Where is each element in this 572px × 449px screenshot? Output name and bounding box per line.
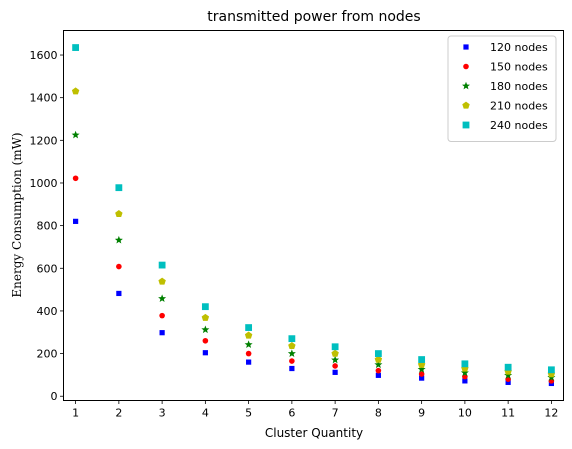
x-tick-label: 9 — [418, 407, 425, 420]
data-point — [417, 365, 426, 373]
data-point — [331, 349, 339, 357]
data-point — [332, 363, 338, 369]
data-point — [504, 363, 512, 371]
data-point — [71, 130, 80, 139]
series-240-nodes — [72, 44, 555, 374]
x-tick-label: 8 — [375, 407, 382, 420]
data-point — [72, 44, 80, 51]
legend: 120 nodes 150 nodes 180 nodes 210 nodes 240 … — [447, 35, 557, 142]
data-point — [462, 378, 468, 384]
legend-marker — [462, 81, 470, 90]
chart-title: transmitted power from nodes — [207, 9, 420, 25]
data-point — [375, 372, 381, 378]
legend-marker — [463, 44, 469, 50]
y-tick-label: 1000 — [30, 177, 58, 190]
x-tick-label: 3 — [159, 407, 166, 420]
data-point — [115, 184, 123, 192]
data-point — [114, 235, 123, 244]
x-tick-label: 1 — [72, 407, 79, 420]
legend-marker — [462, 121, 470, 129]
data-point — [288, 335, 296, 343]
plot-marks — [71, 44, 556, 387]
data-point — [287, 349, 296, 357]
y-tick-label: 1600 — [30, 49, 58, 62]
data-point — [419, 375, 425, 381]
data-point — [461, 360, 469, 368]
legend-marker — [462, 101, 470, 109]
data-point — [73, 218, 79, 224]
data-point — [202, 337, 209, 344]
data-point — [71, 87, 80, 95]
data-point — [245, 324, 253, 331]
x-tick-label: 2 — [115, 407, 122, 420]
x-tick-label: 4 — [202, 407, 209, 420]
data-point — [289, 365, 295, 372]
data-point — [374, 355, 383, 363]
data-point — [375, 367, 382, 374]
series-180-nodes — [71, 130, 556, 381]
y-tick-label: 0 — [51, 390, 58, 403]
x-tick-label: 11 — [501, 407, 515, 420]
data-point — [159, 312, 165, 319]
data-point — [505, 379, 511, 385]
data-point — [418, 356, 426, 363]
data-point — [116, 263, 122, 270]
series-150-nodes — [72, 175, 555, 384]
data-point — [246, 359, 252, 365]
data-point — [504, 371, 513, 379]
data-point — [331, 343, 339, 351]
legend-label: 180 nodes — [490, 80, 548, 93]
plot-frame — [63, 30, 564, 401]
x-tick-label: 5 — [245, 407, 252, 420]
data-point — [244, 331, 253, 339]
data-point — [116, 290, 122, 297]
x-tick-label: 7 — [332, 407, 339, 420]
legend-label: 150 nodes — [490, 61, 548, 74]
data-point — [201, 325, 210, 334]
axis-ticks: 1 2 3 4 5 6 7 8 9 10 11 120200400600800100012001400… — [30, 49, 559, 419]
x-tick-label: 6 — [288, 407, 295, 420]
data-point — [244, 340, 253, 349]
y-tick-label: 1400 — [30, 92, 58, 105]
y-tick-label: 800 — [37, 220, 58, 233]
data-point — [158, 277, 166, 285]
data-point — [72, 175, 79, 182]
data-point — [332, 369, 338, 375]
legend-label: 210 nodes — [490, 100, 548, 113]
legend-label: 120 nodes — [490, 41, 548, 54]
y-axis-label: Energy Consumption (mW) — [10, 132, 24, 297]
legend-box — [447, 35, 557, 142]
data-point — [201, 313, 210, 321]
data-point — [547, 366, 555, 374]
data-point — [115, 210, 123, 218]
y-tick-label: 600 — [37, 262, 58, 275]
data-point — [418, 371, 425, 377]
x-tick-label: 12 — [544, 407, 558, 420]
data-point — [289, 358, 295, 364]
legend-marker — [463, 63, 469, 70]
data-point — [374, 360, 383, 369]
y-tick-label: 400 — [37, 305, 58, 318]
data-point — [158, 261, 166, 269]
x-axis-label: Cluster Quantity — [265, 426, 363, 440]
data-point — [374, 350, 382, 357]
data-point — [245, 350, 252, 357]
data-point — [202, 350, 208, 356]
y-tick-label: 1200 — [30, 134, 58, 147]
data-point — [158, 294, 167, 302]
data-point — [159, 330, 165, 336]
legend-label: 240 nodes — [490, 119, 548, 132]
y-tick-label: 200 — [37, 348, 58, 361]
data-point — [288, 342, 296, 350]
data-point — [201, 303, 209, 311]
data-point — [331, 355, 340, 364]
x-tick-label: 10 — [458, 407, 472, 420]
data-point — [460, 368, 469, 377]
